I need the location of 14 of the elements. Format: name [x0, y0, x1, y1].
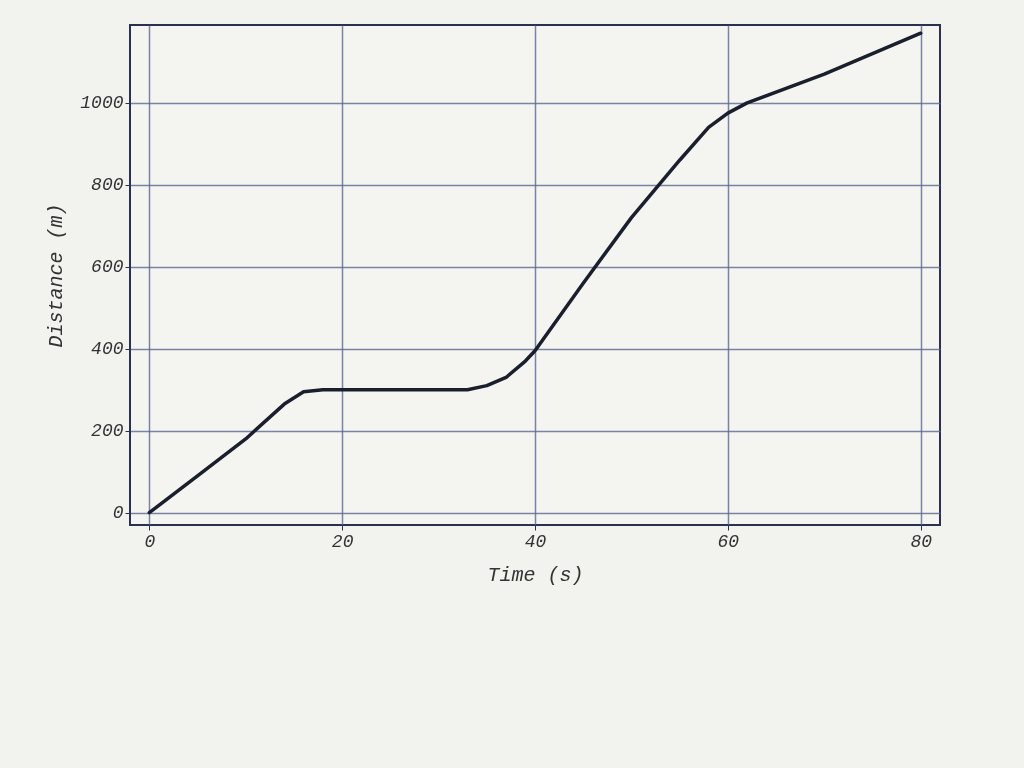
y-axis-title: Distance (m)	[45, 203, 69, 348]
y-tick-label: 1000	[80, 93, 124, 114]
x-tick-label: 0	[144, 531, 156, 552]
x-tick-label: 60	[717, 531, 740, 552]
y-tick-label: 600	[91, 257, 124, 278]
x-tick-label: 20	[331, 531, 354, 552]
y-tick-label: 0	[112, 503, 124, 524]
x-tick-label: 80	[910, 531, 933, 552]
y-tick-label: 400	[91, 339, 124, 360]
y-tick-label: 800	[91, 175, 124, 196]
line-series	[147, 31, 923, 515]
y-tick-label: 200	[91, 421, 124, 442]
x-axis-title: Time (s)	[487, 563, 584, 587]
x-tick-label: 40	[524, 531, 547, 552]
